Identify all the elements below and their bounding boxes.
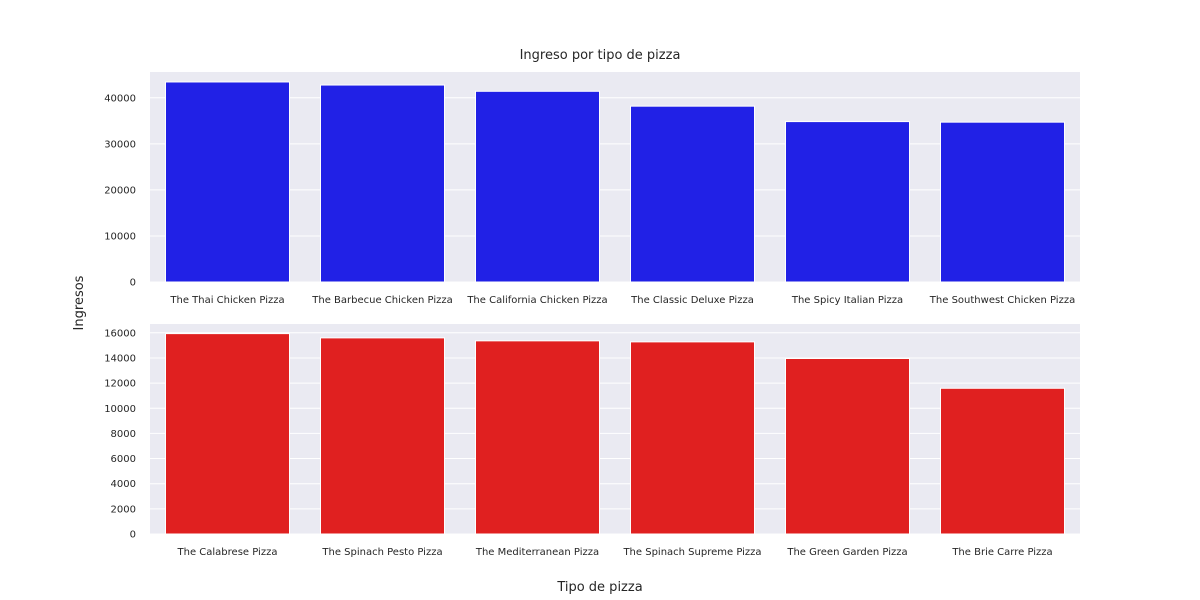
y-tick-label: 20000	[104, 185, 136, 196]
x-tick-label: The Green Garden Pizza	[786, 547, 907, 558]
x-tick-label: The Spinach Pesto Pizza	[321, 547, 442, 558]
bar	[320, 84, 445, 283]
plot-area	[150, 324, 1080, 534]
x-tick-label: The Spicy Italian Pizza	[791, 295, 903, 306]
x-tick-label: The Spinach Supreme Pizza	[622, 547, 761, 558]
y-axis-label: Ingresos	[72, 275, 87, 330]
y-tick-label: 2000	[111, 504, 136, 515]
bar	[940, 387, 1065, 535]
bar	[475, 340, 600, 535]
y-tick-label: 40000	[104, 93, 136, 104]
x-tick-label: The Southwest Chicken Pizza	[929, 295, 1075, 306]
subplot-1: 0 10000 20000 30000 40000 The Thai Chicken Pi…	[104, 72, 1080, 306]
bar	[630, 341, 755, 535]
y-tick-label: 14000	[104, 353, 136, 364]
bar	[165, 81, 290, 283]
x-axis-label: Tipo de pizza	[556, 580, 642, 595]
x-tick-label: The Brie Carre Pizza	[951, 547, 1052, 558]
y-tick-label: 10000	[104, 231, 136, 242]
y-tick-label: 30000	[104, 139, 136, 150]
bar	[940, 121, 1065, 283]
bar	[165, 333, 290, 535]
y-tick-label: 8000	[111, 429, 136, 440]
x-tick-label: The Thai Chicken Pizza	[169, 295, 284, 306]
bar	[630, 105, 755, 283]
y-tick-label: 0	[130, 530, 136, 541]
bar	[475, 90, 600, 283]
plot-area	[150, 72, 1080, 282]
x-tick-label: The Mediterranean Pizza	[475, 547, 599, 558]
y-tick-label: 4000	[111, 479, 136, 490]
y-tick-label: 16000	[104, 328, 136, 339]
x-tick-label: The Classic Deluxe Pizza	[630, 295, 754, 306]
bar	[785, 358, 910, 535]
x-tick-label: The Calabrese Pizza	[177, 547, 278, 558]
subplot-2: 0 2000 4000 6000 8000 10000 12000 14000 16000 The…	[104, 324, 1080, 558]
bar	[785, 121, 910, 283]
x-tick-label: The California Chicken Pizza	[466, 295, 607, 306]
chart-title: Ingreso por tipo de pizza	[520, 48, 681, 63]
y-tick-label: 12000	[104, 379, 136, 390]
x-tick-label: The Barbecue Chicken Pizza	[311, 295, 452, 306]
bar	[320, 337, 445, 535]
y-tick-label: 0	[130, 278, 136, 289]
y-tick-label: 6000	[111, 454, 136, 465]
y-tick-label: 10000	[104, 404, 136, 415]
